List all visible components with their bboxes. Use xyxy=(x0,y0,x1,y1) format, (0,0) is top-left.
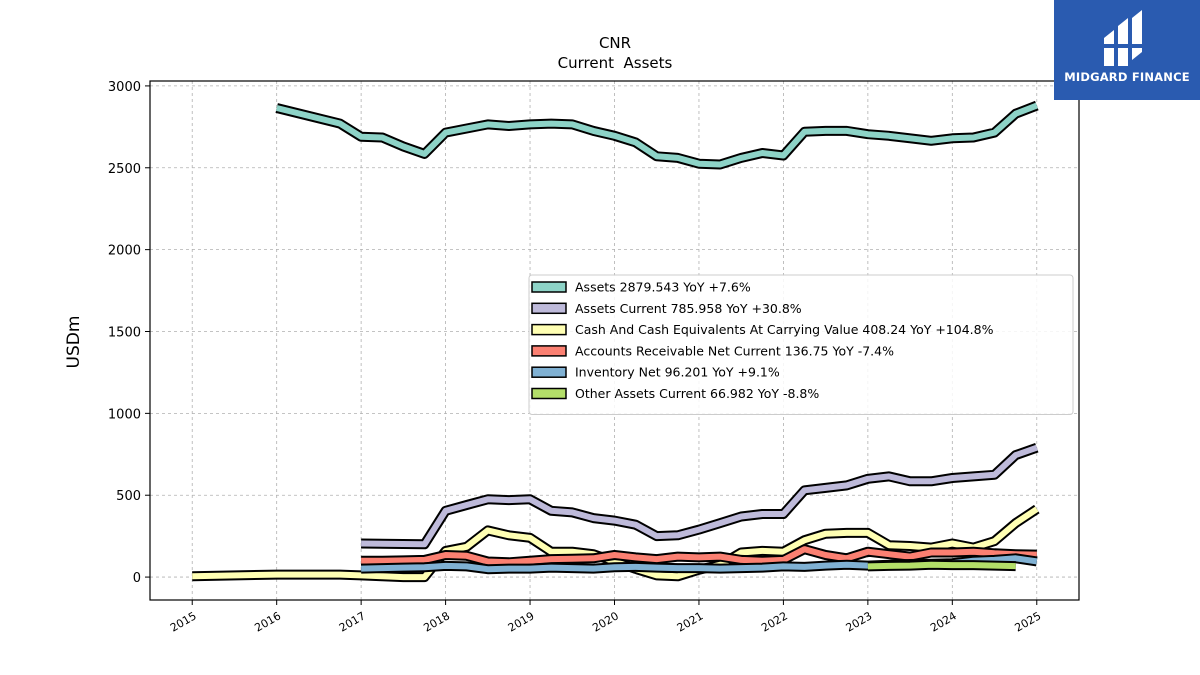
x-ticks: 2015 2016 2017 2018 2019 2020 2021 2022 2023 2024… xyxy=(168,600,1043,635)
y-tick-label: 3000 xyxy=(108,80,141,95)
y-tick-label: 2500 xyxy=(108,162,141,177)
series-stroke xyxy=(361,546,1037,566)
x-tick-label: 2020 xyxy=(590,609,621,634)
legend-swatch xyxy=(531,323,567,336)
legend-entry: Cash And Cash Equivalents At Carrying Va… xyxy=(575,322,994,337)
legend-swatch xyxy=(531,345,567,357)
x-tick-label: 2019 xyxy=(506,609,537,634)
y-tick-label: 500 xyxy=(116,489,141,504)
x-tick-label: 2023 xyxy=(844,609,875,634)
chart-subtitle: Current Assets xyxy=(558,54,673,72)
x-tick-label: 2022 xyxy=(759,609,790,634)
legend: Assets 2879.543 YoY +7.6% Assets Current … xyxy=(528,274,1074,415)
x-tick-label: 2015 xyxy=(168,609,199,634)
y-tick-label: 1500 xyxy=(108,325,141,340)
series-stroke xyxy=(192,506,1039,581)
series-line-3 xyxy=(361,544,1037,568)
brand-logo: MIDGARD FINANCE xyxy=(1054,0,1200,100)
x-tick-label: 2017 xyxy=(337,609,368,634)
legend-swatch xyxy=(531,366,567,378)
midgard-logo-icon xyxy=(1104,10,1142,66)
legend-swatch xyxy=(531,281,567,293)
y-ticks: 0 500 1000 1500 2000 2500 3000 xyxy=(108,80,150,586)
series-line-1 xyxy=(361,442,1039,550)
legend-frame xyxy=(528,274,1074,415)
x-tick-label: 2024 xyxy=(928,609,959,634)
legend-entry: Accounts Receivable Net Current 136.75 Y… xyxy=(575,343,894,358)
legend-entry: Other Assets Current 66.982 YoY -8.8% xyxy=(575,386,819,401)
y-axis-label: USDm xyxy=(64,316,84,369)
y-tick-label: 2000 xyxy=(108,244,141,259)
legend-entry: Inventory Net 96.201 YoY +9.1% xyxy=(575,365,780,380)
legend-swatch xyxy=(531,387,567,400)
brand-name: MIDGARD FINANCE xyxy=(1064,70,1190,84)
series-line-0 xyxy=(275,100,1039,170)
series-stroke xyxy=(275,102,1038,168)
series-lines xyxy=(192,100,1040,583)
x-tick-label: 2016 xyxy=(252,609,283,634)
legend-swatch xyxy=(531,302,567,315)
legend-entry: Assets 2879.543 YoY +7.6% xyxy=(575,280,751,295)
x-tick-label: 2018 xyxy=(421,609,452,634)
series-stroke xyxy=(361,444,1038,548)
series-line-5 xyxy=(867,559,1016,572)
legend-entry: Assets Current 785.958 YoY +30.8% xyxy=(575,301,802,316)
chart-title: CNR xyxy=(599,34,631,52)
series-stroke xyxy=(867,561,1016,570)
x-tick-label: 2025 xyxy=(1013,609,1044,634)
y-tick-label: 1000 xyxy=(108,407,141,422)
series-line-2 xyxy=(192,504,1040,583)
x-tick-label: 2021 xyxy=(675,609,706,634)
y-tick-label: 0 xyxy=(133,571,141,586)
